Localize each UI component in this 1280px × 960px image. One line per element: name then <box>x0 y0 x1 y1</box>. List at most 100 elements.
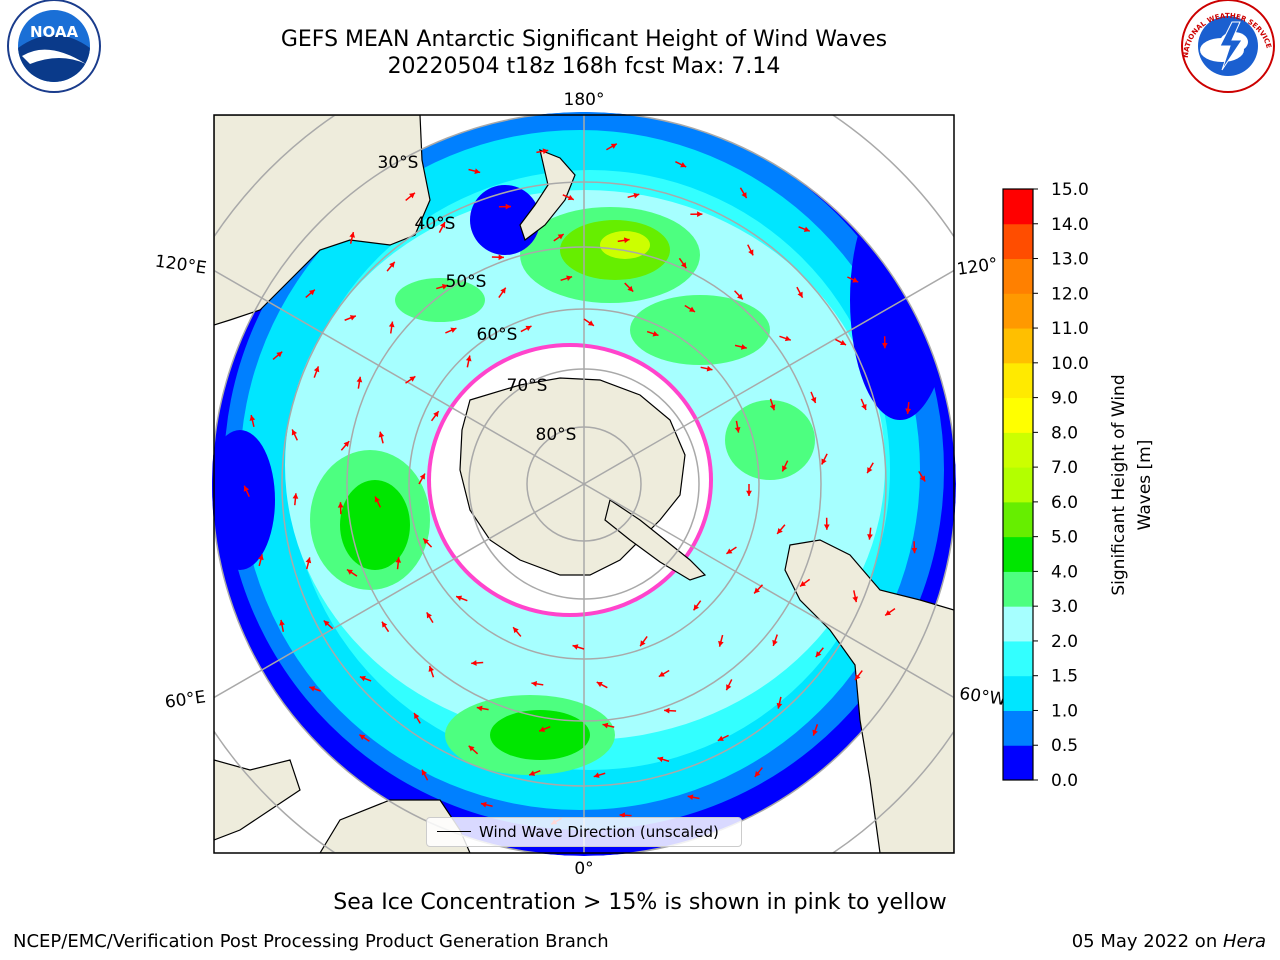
wind-arrow-head <box>500 287 506 294</box>
wind-arrow-head <box>426 612 432 619</box>
wind-arrow-head <box>772 639 778 646</box>
wind-arrow-head <box>821 458 827 465</box>
wind-arrow-head <box>346 569 353 575</box>
wind-arrow-head <box>657 756 664 763</box>
wind-arrow-head <box>754 771 761 777</box>
wind-arrow-head <box>687 794 694 801</box>
wind-arrow-head <box>421 769 427 776</box>
wind-arrow-head <box>867 467 873 474</box>
wind-arrow-head <box>419 473 425 480</box>
legend-label: Wind Wave Direction (unscaled) <box>479 823 719 841</box>
lon-label-120e: 120°E <box>154 252 208 279</box>
wind-arrow-head <box>748 249 754 256</box>
wind-arrow-head <box>441 283 448 290</box>
wind-arrow-head <box>313 366 320 373</box>
colorbar-tick-label: 1.5 <box>1051 667 1078 687</box>
wind-arrow-head <box>414 713 420 720</box>
noaa-logo-text: NOAA <box>30 23 79 41</box>
wind-arrow-head <box>852 277 859 283</box>
wind-arrow-head <box>505 203 511 210</box>
colorbar-tick-label: 15.0 <box>1051 180 1089 200</box>
wind-arrow-head <box>343 441 350 448</box>
wind-arrow-head <box>389 261 395 268</box>
wind-arrow-head <box>428 665 435 672</box>
lat-label-50s: 50°S <box>446 272 487 292</box>
colorbar-tick-label: 2.0 <box>1051 632 1078 652</box>
colorbar-bin <box>1003 745 1033 781</box>
colorbar-bin <box>1003 501 1033 538</box>
wind-arrow-head <box>276 351 283 358</box>
wind-arrow-head <box>258 554 264 561</box>
colorbar-bin <box>1003 467 1033 503</box>
legend-line-swatch <box>437 831 471 832</box>
wind-arrow-head <box>619 812 625 819</box>
map-legend: Wind Wave Direction (unscaled) <box>426 817 742 847</box>
colorbar-tick-label: 0.5 <box>1051 736 1078 756</box>
wind-arrow-head <box>823 524 830 530</box>
wind-arrow-head <box>776 702 783 709</box>
wind-arrow-head <box>812 729 818 736</box>
wind-arrow-head <box>531 681 538 687</box>
lat-label-40s: 40°S <box>415 214 456 234</box>
wind-arrow-head <box>697 211 703 218</box>
lon-label-120w: 120° <box>956 254 999 280</box>
wind-arrow-head <box>374 496 381 503</box>
wind-arrow-head <box>471 660 477 666</box>
wind-arrow-head <box>627 285 634 292</box>
footer-machine: Hera <box>1222 931 1266 952</box>
wind-arrow-head <box>810 397 817 404</box>
colorbar-bin <box>1003 606 1033 642</box>
wind-arrow-head <box>689 306 695 312</box>
wind-wave-arrows <box>243 143 926 825</box>
wind-arrow-head <box>854 674 861 681</box>
colorbar-bin <box>1003 189 1033 225</box>
wind-arrow-head <box>799 581 806 587</box>
wind-arrow-head <box>797 291 803 298</box>
wave-field <box>212 112 956 856</box>
wind-arrow-head <box>356 376 363 383</box>
lat-label-70s: 70°S <box>507 376 548 396</box>
wind-arrow-head <box>718 640 724 647</box>
wind-arrow-head <box>388 321 395 328</box>
wind-arrow-head <box>693 604 700 611</box>
lon-label-60e: 60°E <box>164 687 207 712</box>
wind-arrow-head <box>433 411 439 418</box>
wind-arrow-head <box>911 547 918 554</box>
wind-arrow-head <box>305 557 312 564</box>
colorbar-bin <box>1003 397 1033 433</box>
wind-arrow-head <box>737 293 743 300</box>
wind-arrow-head <box>623 237 630 244</box>
colorbar-tick-label: 3.0 <box>1051 597 1078 617</box>
wind-arrow-head <box>593 772 600 778</box>
wind-arrow-head <box>596 681 603 688</box>
colorbar-frame <box>1002 188 1034 781</box>
colorbar-tick-label: 11.0 <box>1051 319 1089 339</box>
wind-arrow-head <box>480 801 487 808</box>
wind-arrow-head <box>602 722 609 729</box>
wind-arrow-head <box>359 734 366 740</box>
wind-arrow-head <box>680 162 687 168</box>
wind-arrow-head <box>680 262 687 269</box>
lon-label-180: 180° <box>564 90 605 110</box>
colorbar-bin <box>1003 258 1033 294</box>
wind-arrow-head <box>450 327 457 333</box>
colorbar-bin <box>1003 536 1033 572</box>
wind-arrow-head <box>867 534 873 540</box>
colorbar-tick-label: 10.0 <box>1051 354 1089 374</box>
wind-arrow-head <box>658 671 665 677</box>
colorbar-label-line1: Significant Height of Wind <box>1109 374 1129 595</box>
wind-arrow-head <box>610 143 617 149</box>
colorbar-bin <box>1003 571 1033 607</box>
colorbar-tick-label: 14.0 <box>1051 215 1089 235</box>
wind-arrow-head <box>803 226 810 232</box>
colorbar-tick-label: 7.0 <box>1051 458 1078 478</box>
wind-arrow-head <box>726 548 733 554</box>
colorbar: 0.0 0.5 1.0 1.5 2.0 3.0 4.0 5.0 6.0 7.0 8.0 9.0 10.0… <box>1002 180 1089 791</box>
footer-date: 05 May 2022 on Hera <box>1072 931 1266 952</box>
wind-arrow-head <box>881 342 888 349</box>
wind-arrow-head <box>815 651 822 658</box>
wind-arrow-head <box>308 289 315 296</box>
wind-arrow-head <box>664 707 670 714</box>
colorbar-tick-label: 6.0 <box>1051 493 1078 513</box>
wind-arrow-head <box>746 490 752 496</box>
